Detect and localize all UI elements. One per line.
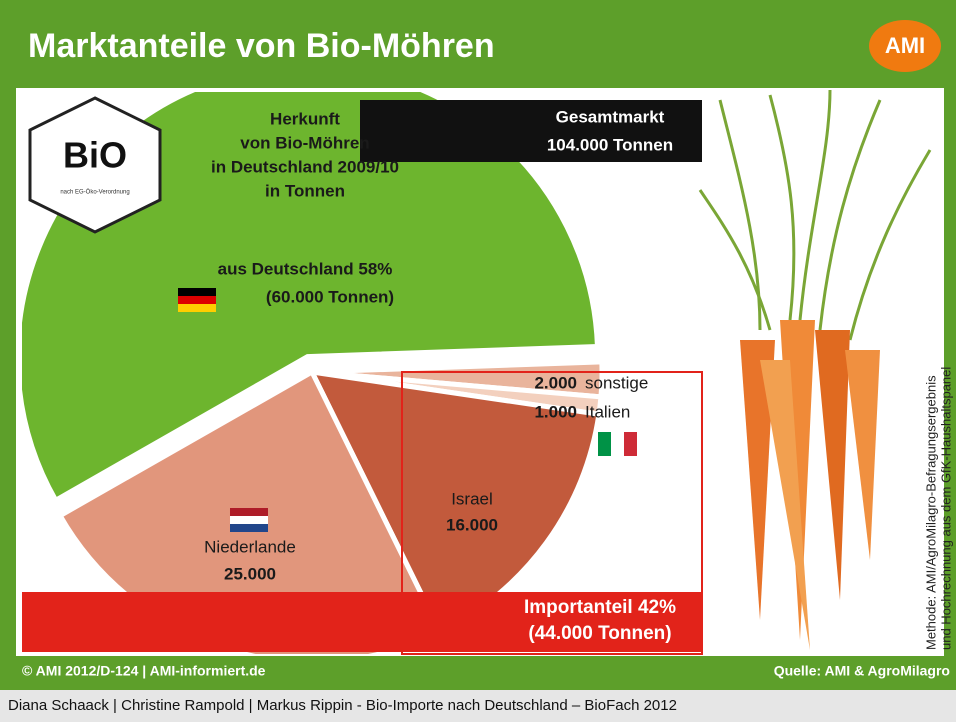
flags: [178, 288, 637, 532]
slice-label: aus Deutschland 58%: [218, 259, 393, 278]
badge-note: nach EG-Öko-Verordnung: [60, 189, 129, 196]
import-title: Importanteil 42%: [524, 597, 676, 618]
bio-badge: BiO nach EG-Öko-Verordnung: [28, 96, 162, 234]
title: Marktanteile von Bio-Möhren: [28, 27, 495, 65]
subtitle-line: in Tonnen: [265, 181, 345, 200]
subtitle: Herkunft von Bio-Möhren in Deutschland 2…: [211, 109, 399, 200]
method-line: und Hochrechnung aus dem GfK-Haushaltspa…: [938, 367, 953, 650]
caption-bar: [0, 690, 956, 722]
method-line: Methode: AMI/AgroMilagro-Befragungsergeb…: [923, 375, 938, 650]
total-title: Gesamtmarkt: [556, 107, 665, 126]
subtitle-line: Herkunft: [270, 109, 340, 128]
total-box: [360, 100, 702, 162]
method-note: Methode: AMI/AgroMilagro-Befragungsergeb…: [923, 367, 953, 650]
slice-label: Niederlande: [204, 537, 296, 556]
subtitle-line: in Deutschland 2009/10: [211, 157, 399, 176]
pie-slice: [22, 92, 601, 504]
slice-label: sonstige: [585, 373, 648, 392]
import-box: [401, 371, 703, 655]
slice-label: Italien: [585, 402, 630, 421]
logo: AMI: [885, 33, 925, 58]
caption: Diana Schaack | Christine Rampold | Mark…: [8, 697, 677, 714]
value-label: 16.000: [446, 515, 498, 534]
slice-label: Israel: [451, 489, 493, 508]
badge-text: BiO: [63, 135, 127, 176]
import-label: (44.000 Tonnen): [528, 623, 671, 644]
import-bar: [22, 592, 702, 652]
footer-right: Quelle: AMI & AgroMilagro: [774, 663, 950, 679]
value-label: 25.000: [224, 564, 276, 583]
subtitle-line: von Bio-Möhren: [240, 133, 369, 152]
footer-left: © AMI 2012/D-124 | AMI-informiert.de: [22, 663, 266, 679]
total-label: 104.000 Tonnen: [547, 135, 673, 154]
value-label: 1.000: [534, 402, 577, 421]
carrots: [698, 89, 932, 650]
value-label: 2.000: [534, 373, 577, 392]
logo-bg: [869, 20, 941, 72]
value-label: (60.000 Tonnen): [266, 287, 394, 306]
